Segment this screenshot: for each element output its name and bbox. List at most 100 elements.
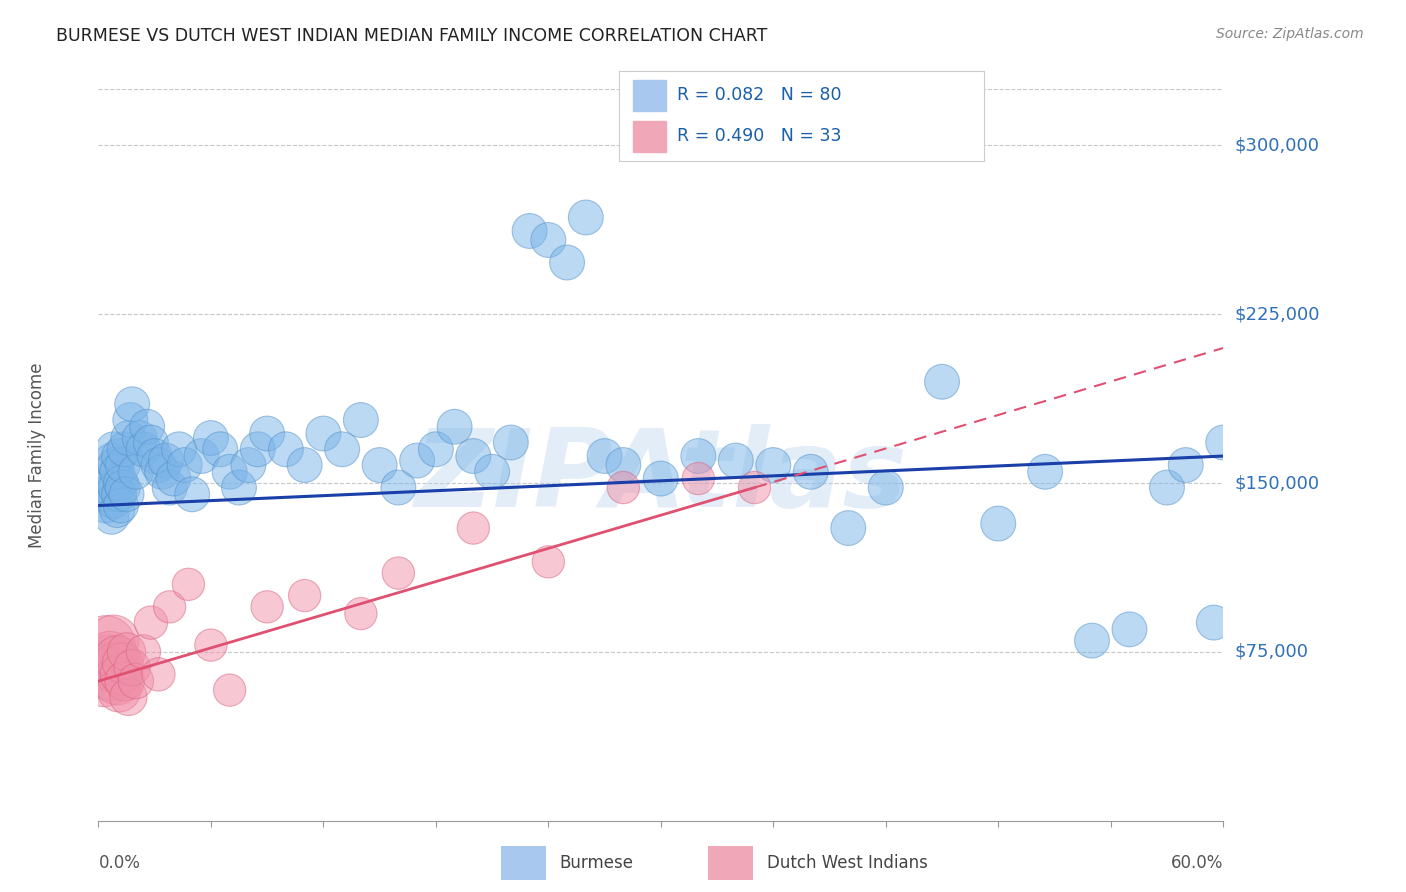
Point xyxy=(108,487,131,501)
Point xyxy=(103,442,125,457)
Point xyxy=(115,487,138,501)
Point xyxy=(111,656,134,670)
Point xyxy=(100,509,122,524)
Point xyxy=(159,599,181,614)
Point xyxy=(1033,465,1056,479)
Point xyxy=(387,566,409,580)
Point xyxy=(744,481,766,495)
Point xyxy=(136,419,159,434)
Point xyxy=(555,255,578,269)
Point xyxy=(368,458,391,472)
Point xyxy=(1081,633,1104,648)
Point xyxy=(612,481,634,495)
Text: $75,000: $75,000 xyxy=(1234,643,1309,661)
Point xyxy=(987,516,1010,531)
Point xyxy=(1156,481,1178,495)
Point xyxy=(132,645,155,659)
Point xyxy=(177,577,200,591)
Text: 60.0%: 60.0% xyxy=(1171,854,1223,871)
Point xyxy=(312,426,335,441)
Point xyxy=(762,458,785,472)
Point xyxy=(350,413,373,427)
Point xyxy=(148,667,170,681)
Point xyxy=(105,674,128,689)
Point xyxy=(463,521,485,535)
Point xyxy=(159,481,181,495)
Point xyxy=(143,449,166,463)
FancyBboxPatch shape xyxy=(709,846,754,880)
Point xyxy=(190,449,212,463)
Point xyxy=(875,481,897,495)
Point xyxy=(425,442,447,457)
Text: 0.0%: 0.0% xyxy=(98,854,141,871)
Point xyxy=(100,667,122,681)
Point xyxy=(108,683,131,698)
Point xyxy=(200,431,222,445)
Point xyxy=(387,481,409,495)
Point xyxy=(688,449,710,463)
Point xyxy=(519,224,541,238)
Point xyxy=(97,481,120,495)
Point xyxy=(256,426,278,441)
Point xyxy=(274,442,297,457)
Point xyxy=(593,449,616,463)
Point xyxy=(111,481,134,495)
Point xyxy=(110,499,132,513)
FancyBboxPatch shape xyxy=(633,80,666,111)
Point xyxy=(103,633,125,648)
Point xyxy=(1202,615,1225,630)
Text: Dutch West Indians: Dutch West Indians xyxy=(766,854,928,872)
Point xyxy=(173,458,195,472)
Point xyxy=(117,690,139,704)
Point xyxy=(110,667,132,681)
Point xyxy=(481,465,503,479)
Point xyxy=(104,458,127,472)
Text: R = 0.082   N = 80: R = 0.082 N = 80 xyxy=(678,87,842,104)
Point xyxy=(115,645,138,659)
Point xyxy=(167,442,190,457)
Point xyxy=(246,442,269,457)
Point xyxy=(330,442,353,457)
FancyBboxPatch shape xyxy=(501,846,546,880)
Point xyxy=(139,615,162,630)
Text: R = 0.490   N = 33: R = 0.490 N = 33 xyxy=(678,128,842,145)
Point xyxy=(155,453,177,467)
Point xyxy=(218,465,240,479)
Point xyxy=(218,683,240,698)
Point xyxy=(209,442,232,457)
Text: $300,000: $300,000 xyxy=(1234,136,1319,154)
Point xyxy=(575,211,598,225)
Point xyxy=(125,674,148,689)
Point xyxy=(93,487,115,501)
Point xyxy=(128,431,150,445)
Point xyxy=(111,458,134,472)
Point xyxy=(537,233,560,247)
Point xyxy=(139,435,162,450)
Point xyxy=(688,471,710,485)
Text: ZIPAtlas: ZIPAtlas xyxy=(415,424,907,530)
Text: $150,000: $150,000 xyxy=(1234,474,1319,492)
Point xyxy=(1212,435,1234,450)
Point xyxy=(724,453,747,467)
Point xyxy=(105,465,128,479)
Point xyxy=(94,638,117,652)
Text: Source: ZipAtlas.com: Source: ZipAtlas.com xyxy=(1216,27,1364,41)
Point xyxy=(104,660,127,674)
Point xyxy=(650,471,672,485)
Text: BURMESE VS DUTCH WEST INDIAN MEDIAN FAMILY INCOME CORRELATION CHART: BURMESE VS DUTCH WEST INDIAN MEDIAN FAMI… xyxy=(56,27,768,45)
Point xyxy=(97,656,120,670)
Point xyxy=(294,458,316,472)
Point xyxy=(148,458,170,472)
Point xyxy=(104,481,127,495)
Point xyxy=(238,458,260,472)
Point xyxy=(94,499,117,513)
Point xyxy=(98,471,121,485)
Point xyxy=(105,651,128,665)
Point xyxy=(228,481,250,495)
Point xyxy=(110,476,132,491)
Point xyxy=(1174,458,1197,472)
Point xyxy=(100,453,122,467)
Point xyxy=(121,660,143,674)
Point xyxy=(103,494,125,508)
Point xyxy=(294,589,316,603)
